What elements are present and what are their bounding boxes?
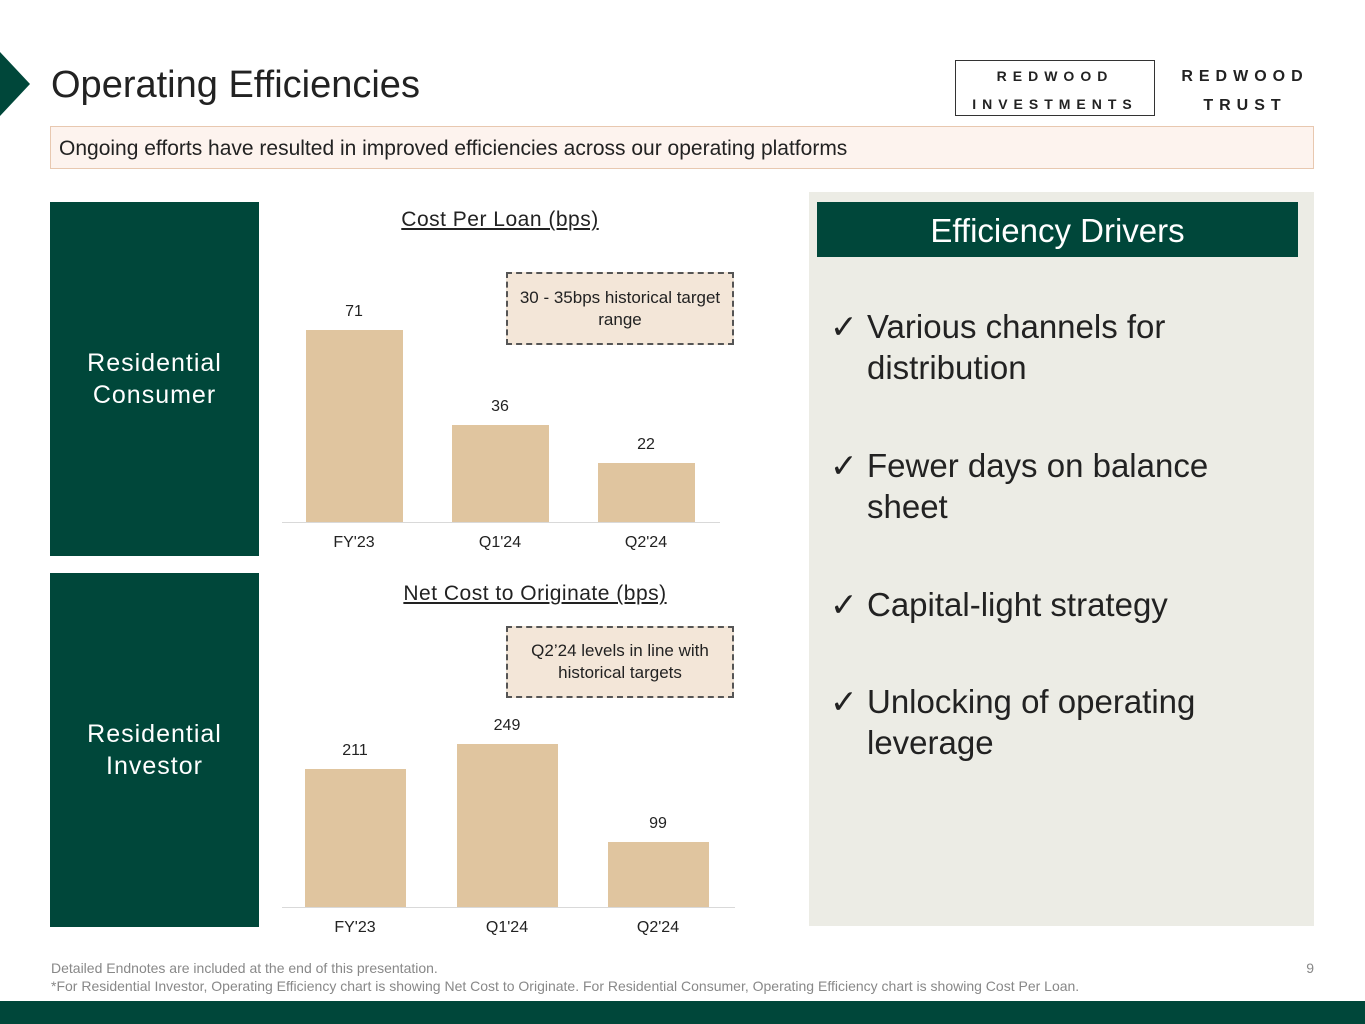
footnote-text: *For Residential Investor, Operating Eff… [51,978,1080,994]
x-axis-line [282,522,720,523]
efficiency-drivers-panel [809,192,1314,926]
segment-residential-consumer: Residential Consumer [50,202,259,556]
slide-marker-arrow [0,52,30,116]
x-tick-label: FY'23 [334,919,376,936]
bar-Q2'24 [607,842,709,907]
redwood-investments-logo: REDWOOD INVESTMENTS [955,60,1155,116]
x-tick-label: Q1'24 [485,919,529,936]
data-label: 211 [342,742,368,759]
checkmark-icon: ✓ [830,683,858,720]
endnote-text: Detailed Endnotes are included at the en… [51,960,438,976]
bar-Q2'24 [597,462,695,522]
data-label: 36 [491,397,509,415]
checkmark-icon: ✓ [830,308,858,345]
bar-FY'23 [305,330,403,522]
driver-item: ✓ Various channels for distribution [830,308,1166,386]
x-tick-label: Q2'24 [624,534,668,551]
chart-annotation: 30 - 35bps historical target range [506,272,734,345]
chart-annotation: Q2’24 levels in line with historical tar… [506,626,734,698]
bar-Q1'24 [456,744,558,907]
data-label: 249 [493,717,521,735]
driver-item: ✓ Unlocking of operating leverage [830,683,1196,761]
summary-banner: Ongoing efforts have resulted in improve… [50,126,1314,169]
bar-FY'23 [304,769,406,907]
segment-residential-investor: Residential Investor [50,573,259,927]
x-tick-label: Q1'24 [478,534,522,551]
bar-Q1'24 [451,424,549,522]
data-label: 71 [345,303,363,320]
chart-title-cost-per-loan: Cost Per Loan (bps) [401,208,599,231]
data-label: 99 [649,815,667,833]
driver-item: ✓ Fewer days on balance sheet [830,447,1209,525]
page-number: 9 [1306,960,1314,976]
x-axis-line [282,907,735,908]
redwood-trust-logo: REDWOOD TRUST [1181,68,1309,114]
x-tick-label: FY'23 [333,534,375,551]
data-label: 22 [637,435,655,453]
x-tick-label: Q2'24 [636,919,680,936]
efficiency-drivers-title: Efficiency Drivers [817,202,1298,257]
checkmark-icon: ✓ [830,447,858,484]
checkmark-icon: ✓ [830,586,858,623]
chart-title-net-cost: Net Cost to Originate (bps) [403,582,667,605]
page-title: Operating Efficiencies [51,64,420,106]
footer-bar [0,1001,1365,1024]
driver-item: ✓ Capital-light strategy [830,586,1168,623]
